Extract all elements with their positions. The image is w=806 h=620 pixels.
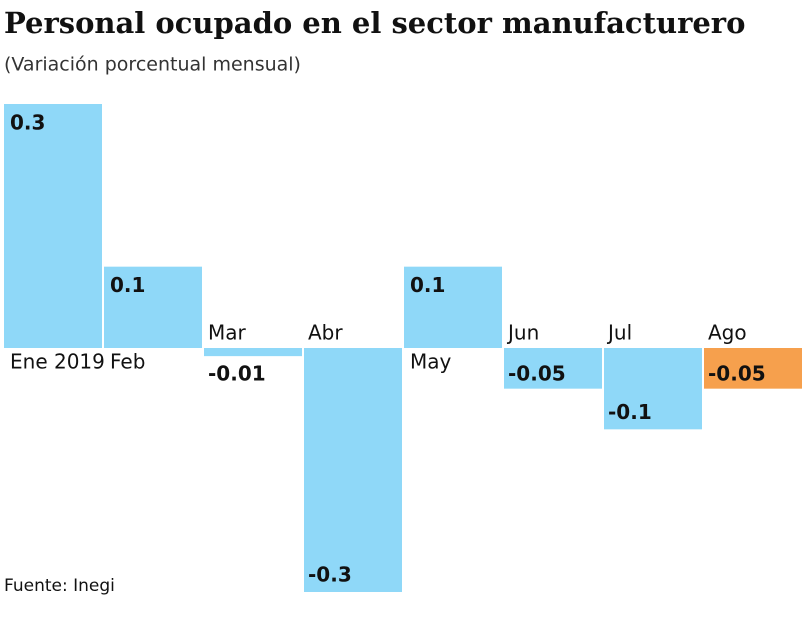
source: Fuente: Inegi [4,576,115,596]
value-label: -0.05 [708,362,766,386]
value-label: -0.1 [608,400,652,424]
bar [304,348,402,592]
x-tick-label: Feb [110,350,145,374]
bar [4,104,102,348]
bar [704,348,802,389]
value-label: -0.3 [308,563,352,587]
value-label: 0.1 [110,273,145,297]
value-label: -0.05 [508,362,566,386]
x-tick-label: Ene 2019 [10,350,105,374]
value-label: 0.3 [10,111,45,135]
bar [204,348,302,357]
bar [404,266,502,348]
chart-subtitle: (Variación porcentual mensual) [4,54,301,76]
x-tick-label: Mar [208,321,247,345]
bar [604,348,702,430]
bar [504,348,602,389]
value-label: 0.1 [410,273,445,297]
x-tick-label: Abr [308,321,343,345]
chart-title: Personal ocupado en el sector manufactur… [4,6,745,40]
x-tick-label: Ago [708,321,747,345]
x-tick-label: May [410,350,452,374]
bar [104,266,202,348]
x-tick-label: Jun [506,321,539,345]
x-tick-label: Jul [606,321,632,345]
value-label: -0.01 [208,362,266,386]
